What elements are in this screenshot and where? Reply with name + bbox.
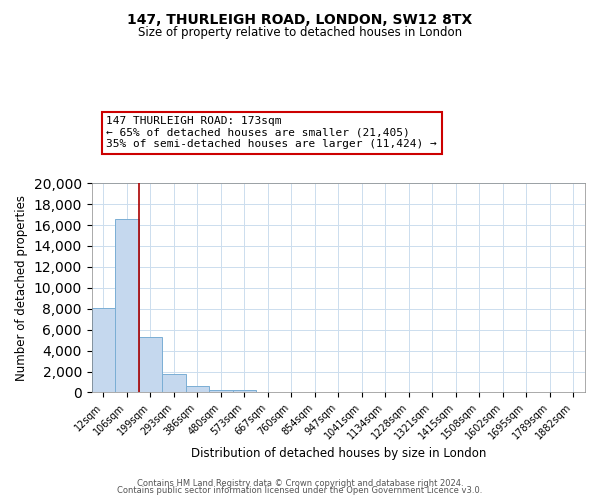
Text: 147, THURLEIGH ROAD, LONDON, SW12 8TX: 147, THURLEIGH ROAD, LONDON, SW12 8TX <box>127 12 473 26</box>
Text: 147 THURLEIGH ROAD: 173sqm
← 65% of detached houses are smaller (21,405)
35% of : 147 THURLEIGH ROAD: 173sqm ← 65% of deta… <box>106 116 437 150</box>
Bar <box>233 390 256 392</box>
Bar <box>115 219 139 392</box>
Text: Size of property relative to detached houses in London: Size of property relative to detached ho… <box>138 26 462 39</box>
Y-axis label: Number of detached properties: Number of detached properties <box>15 195 28 381</box>
Text: Contains HM Land Registry data © Crown copyright and database right 2024.: Contains HM Land Registry data © Crown c… <box>137 478 463 488</box>
Text: Contains public sector information licensed under the Open Government Licence v3: Contains public sector information licen… <box>118 486 482 495</box>
Bar <box>162 374 185 392</box>
X-axis label: Distribution of detached houses by size in London: Distribution of detached houses by size … <box>191 447 486 460</box>
Bar <box>92 308 115 392</box>
Bar <box>139 337 162 392</box>
Bar <box>185 386 209 392</box>
Bar <box>209 390 233 392</box>
